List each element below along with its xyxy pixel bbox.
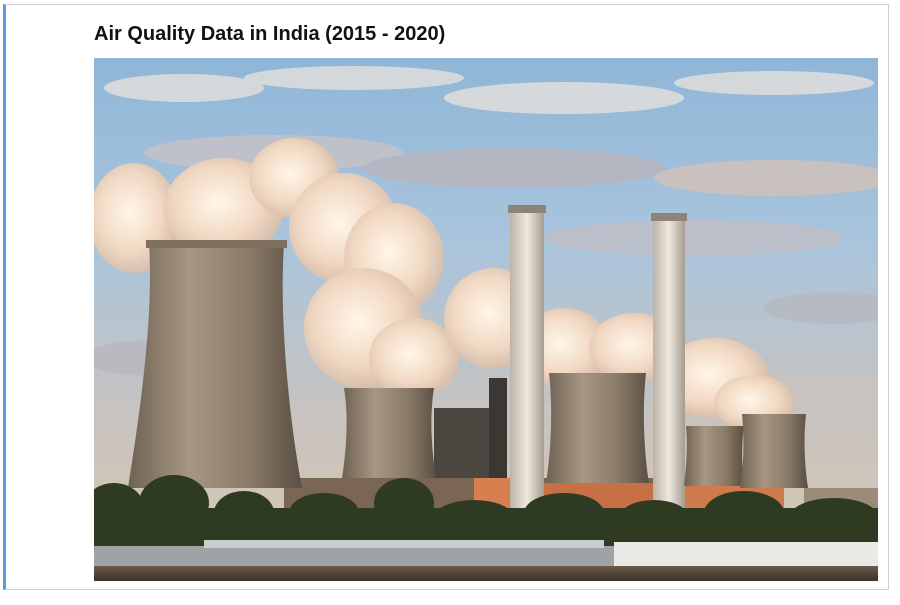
cooling-tower-far-right xyxy=(740,414,808,488)
greenhouses xyxy=(94,546,614,568)
power-plant-image xyxy=(94,58,878,581)
field xyxy=(94,566,878,581)
cooling-tower-center xyxy=(546,373,649,483)
smokestack-right xyxy=(653,213,685,518)
cooling-tower-large xyxy=(128,244,302,488)
cooling-tower-medium xyxy=(342,388,436,478)
cooling-tower-small xyxy=(684,426,744,486)
smokestack-left xyxy=(510,205,544,515)
hero-image xyxy=(94,58,878,581)
page-title: Air Quality Data in India (2015 - 2020) xyxy=(94,23,446,45)
